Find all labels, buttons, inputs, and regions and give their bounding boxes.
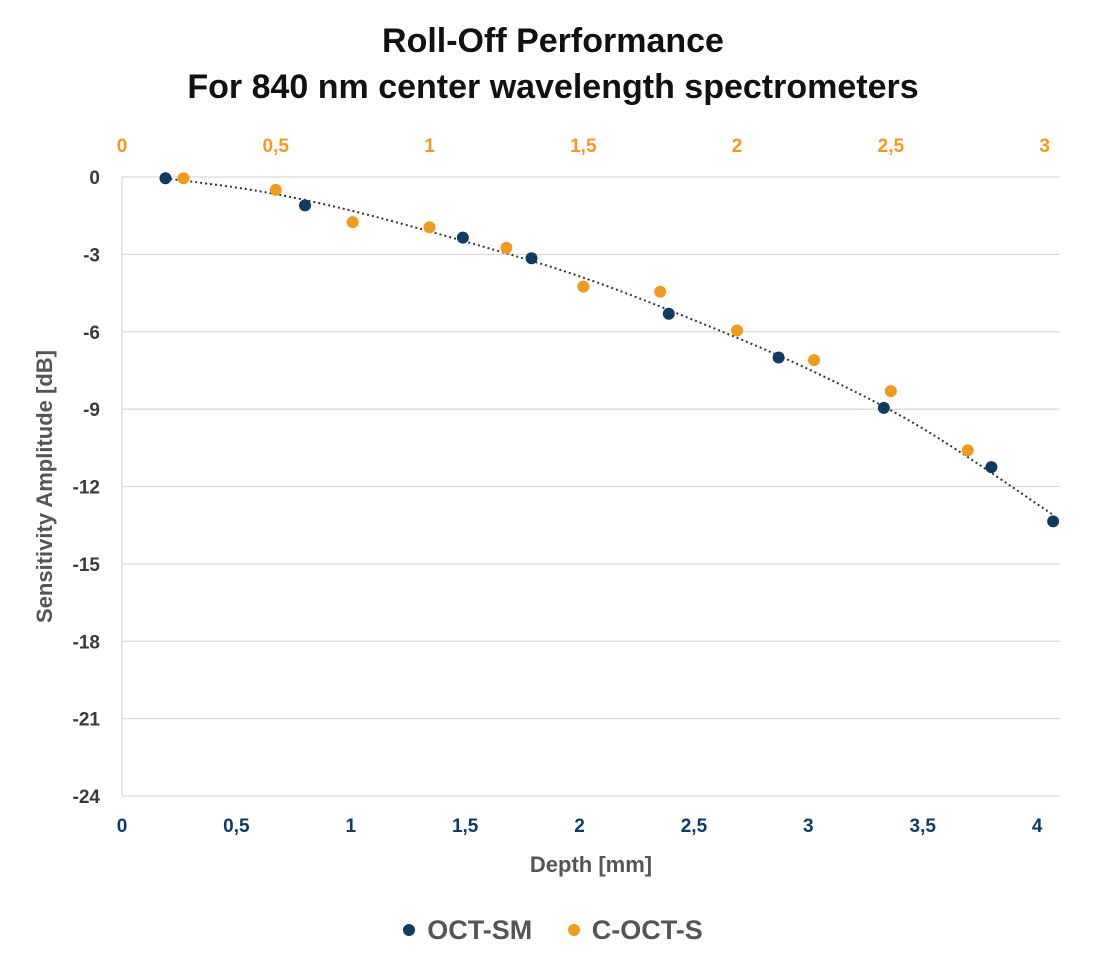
x-tick-label: 3 — [803, 816, 814, 837]
y-tick-label: -24 — [73, 787, 101, 808]
legend-item-oct-sm: OCT-SM — [403, 915, 532, 946]
legend-label-oct-sm: OCT-SM — [427, 914, 533, 945]
y-tick-label: -18 — [73, 632, 100, 653]
data-point-c-oct-s — [961, 444, 974, 457]
legend-marker-oct-sm — [403, 924, 416, 936]
x-tick-label: 1 — [345, 816, 356, 837]
x-tick-label: 3,5 — [910, 816, 937, 837]
data-point-oct-sm — [772, 351, 785, 364]
x-tick-label: 0,5 — [223, 816, 250, 837]
data-point-oct-sm — [525, 252, 538, 265]
data-point-c-oct-s — [177, 172, 190, 185]
x2-tick-label: 2 — [732, 136, 743, 157]
x2-tick-label: 0,5 — [263, 136, 290, 157]
y-tick-label: 0 — [89, 168, 100, 189]
chart-title-block: Roll-Off Performance For 840 nm center w… — [0, 18, 1106, 110]
data-point-c-oct-s — [269, 183, 282, 196]
data-point-oct-sm — [1047, 515, 1060, 528]
x2-tick-label: 1 — [424, 136, 435, 157]
data-point-oct-sm — [985, 461, 998, 474]
legend-marker-c-oct-s — [567, 924, 580, 936]
data-point-oct-sm — [877, 401, 890, 414]
x-axis-title: Depth [mm] — [530, 852, 652, 877]
data-point-oct-sm — [662, 307, 675, 320]
x2-tick-label: 2,5 — [878, 136, 905, 157]
x-tick-label: 1,5 — [452, 816, 479, 837]
x-tick-label: 2,5 — [681, 816, 708, 837]
y-tick-label: -21 — [73, 710, 101, 731]
data-point-c-oct-s — [884, 385, 897, 398]
data-point-c-oct-s — [500, 241, 513, 254]
data-point-oct-sm — [299, 199, 312, 212]
x2-tick-label: 3 — [1039, 136, 1050, 157]
x2-tick-label: 1,5 — [570, 136, 597, 157]
x-tick-label: 4 — [1032, 816, 1043, 837]
x-tick-label: 0 — [117, 816, 128, 837]
chart-subtitle: For 840 nm center wavelength spectromete… — [187, 68, 919, 106]
data-point-c-oct-s — [346, 216, 359, 229]
data-point-oct-sm — [456, 231, 469, 244]
chart-legend: OCT-SM C-OCT-S — [0, 912, 1106, 946]
data-point-c-oct-s — [577, 280, 590, 293]
legend-label-c-oct-s: C-OCT-S — [591, 914, 703, 945]
data-point-c-oct-s — [423, 221, 436, 234]
legend-item-c-oct-s: C-OCT-S — [567, 914, 703, 946]
x-tick-label: 2 — [574, 816, 585, 837]
y-tick-label: -9 — [83, 400, 100, 421]
data-point-oct-sm — [159, 172, 172, 185]
y-tick-label: -3 — [83, 245, 100, 266]
y-axis-title: Sensitivity Amplitude [dB] — [32, 350, 57, 623]
trendline — [165, 177, 1054, 516]
x2-tick-label: 0 — [117, 136, 128, 157]
y-tick-label: -12 — [73, 478, 100, 499]
y-tick-label: -6 — [83, 323, 100, 344]
data-point-c-oct-s — [807, 354, 820, 367]
data-point-c-oct-s — [731, 324, 744, 337]
chart-title: Roll-Off Performance — [382, 22, 724, 60]
y-tick-label: -15 — [73, 555, 101, 576]
data-point-c-oct-s — [654, 285, 667, 298]
